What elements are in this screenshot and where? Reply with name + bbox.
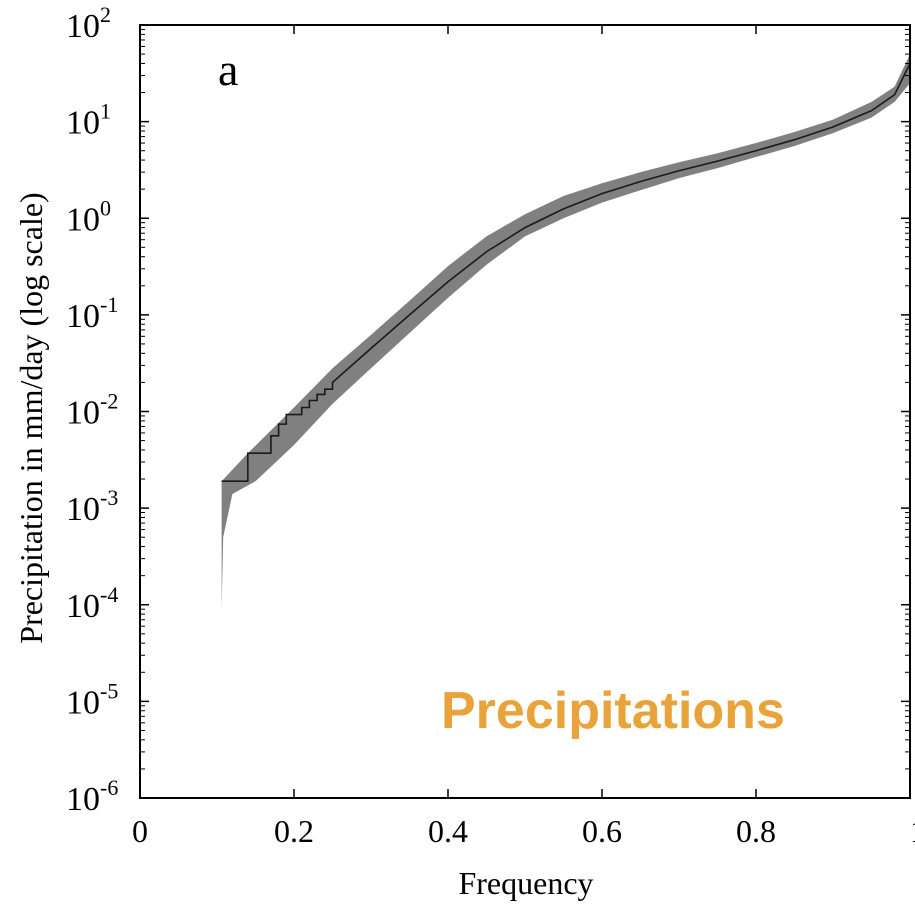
panel-label: a [218, 44, 238, 95]
x-tick-label: 0.6 [582, 813, 622, 849]
x-tick-label: 1 [910, 813, 915, 849]
y-tick-label: 10-3 [66, 485, 118, 528]
y-tick-label: 10-4 [66, 582, 118, 625]
labels: a Frequency Precipitation in mm/day (log… [13, 44, 785, 901]
y-axis-title: Precipitation in mm/day (log scale) [13, 192, 49, 643]
y-tick-label: 101 [66, 99, 111, 142]
y-tick-label: 100 [66, 195, 111, 238]
precipitations-annotation: Precipitations [441, 682, 785, 740]
y-tick-label: 10-1 [66, 292, 118, 335]
series-line [221, 63, 911, 482]
y-tick-label: 10-6 [66, 775, 118, 818]
axes: 0 0.2 0.4 0.6 0.8 1 10-6 10-5 10-4 10-3 10-2 10-1 10… [66, 2, 915, 849]
plot-area [221, 54, 911, 610]
y-tick-label: 10-2 [66, 389, 118, 432]
y-tick-label: 102 [66, 2, 111, 45]
x-tick-label: 0.2 [274, 813, 314, 849]
x-axis-title: Frequency [458, 865, 593, 901]
x-tick-label: 0.8 [736, 813, 776, 849]
y-tick-label: 10-5 [66, 678, 118, 721]
series-band [221, 54, 910, 610]
x-tick-label: 0 [132, 813, 148, 849]
x-tick-label: 0.4 [428, 813, 468, 849]
